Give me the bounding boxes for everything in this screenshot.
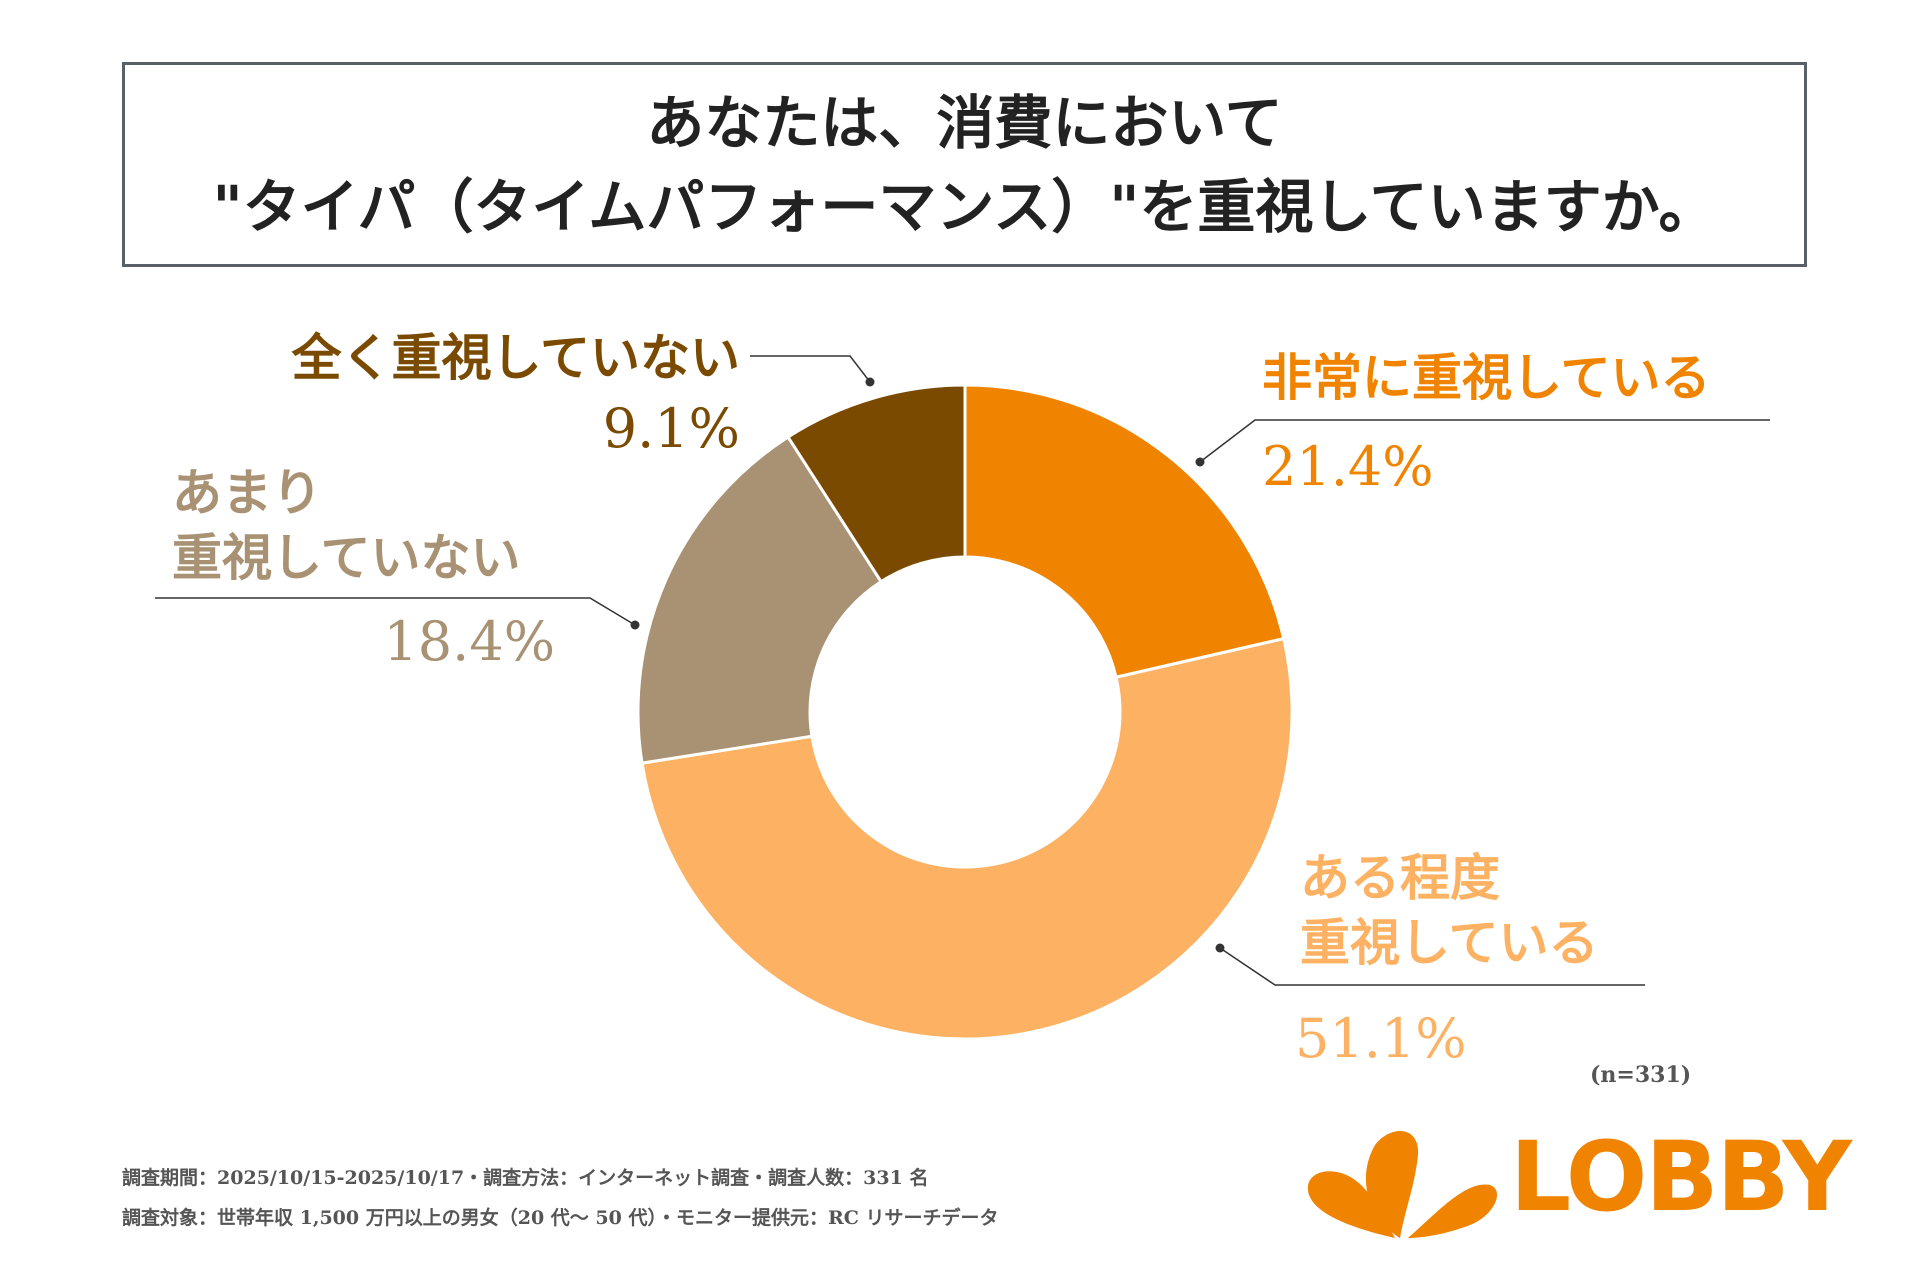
leader-line-notmuch xyxy=(155,597,636,626)
lobby-logo-mark xyxy=(1307,1131,1498,1238)
label-somewhat-1: ある程度 xyxy=(1300,848,1500,907)
slice-very xyxy=(963,383,1286,680)
value-notmuch: 18.4% xyxy=(383,610,555,673)
slice-notatall xyxy=(785,383,967,584)
survey-note-2: 調査対象：世帯年収 1,500 万円以上の男女（20 代～ 50 代）・モニター… xyxy=(122,1207,999,1229)
leader-dot-notatall xyxy=(865,377,875,387)
sample-size: (n=331) xyxy=(1590,1062,1692,1088)
leader-lines xyxy=(155,355,1770,986)
leader-line-somewhat xyxy=(1219,947,1645,986)
leader-dot-somewhat xyxy=(1215,943,1225,953)
label-somewhat-2: 重視している xyxy=(1300,913,1599,972)
label-notmuch-1: あまり xyxy=(172,463,322,522)
title-line-2: "タイパ（タイムパフォーマンス）"を重視していますか。 xyxy=(212,172,1717,241)
leader-dots xyxy=(630,377,1225,953)
label-very: 非常に重視している xyxy=(1262,348,1711,407)
value-very: 21.4% xyxy=(1262,435,1434,498)
leader-line-notatall xyxy=(750,355,871,383)
chart-slices xyxy=(636,383,1294,1041)
survey-note-1: 調査期間：2025/10/15-2025/10/17・調査方法：インターネット調… xyxy=(122,1167,929,1189)
lobby-logo-text: LOBBY xyxy=(1510,1121,1852,1233)
leader-line-very xyxy=(1199,419,1770,463)
label-notmuch-2: 重視していない xyxy=(172,528,521,587)
value-notatall: 9.1% xyxy=(603,397,740,460)
value-somewhat: 51.1% xyxy=(1295,1007,1467,1070)
leader-dot-very xyxy=(1195,457,1205,467)
lobby-logo: LOBBY xyxy=(1300,1120,1852,1240)
slice-notmuch xyxy=(636,434,884,765)
title-box: あなたは、消費において "タイパ（タイムパフォーマンス）"を重視していますか。 xyxy=(122,62,1807,267)
label-notatall: 全く重視していない xyxy=(291,328,741,387)
title-line-1: あなたは、消費において xyxy=(646,88,1283,157)
leader-dot-notmuch xyxy=(630,620,640,630)
